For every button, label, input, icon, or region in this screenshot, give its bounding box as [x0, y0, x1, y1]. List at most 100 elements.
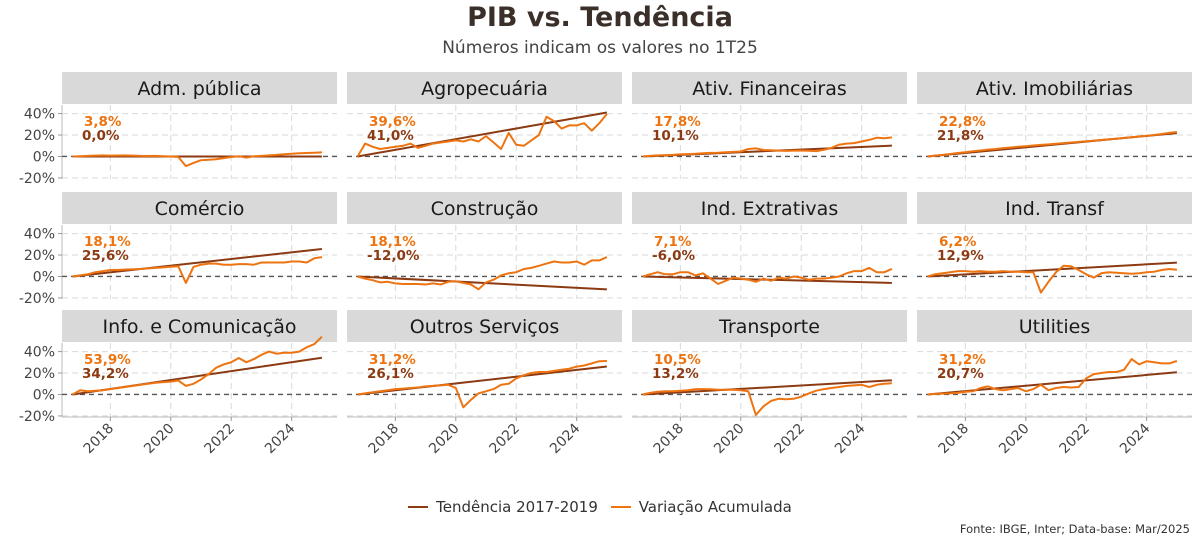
panel-constru-o: Construção 18,1%-12,0%: [347, 192, 622, 299]
y-tick-label: 0%: [33, 269, 55, 285]
trend-value-label: 0,0%: [82, 128, 120, 144]
actual-value-label: 3,8%: [84, 114, 122, 130]
source-note: Fonte: IBGE, Inter; Data-base: Mar/2025: [959, 522, 1190, 536]
actual-value-label: 53,9%: [84, 352, 131, 368]
x-tick-label: 2018: [366, 421, 403, 458]
panel-title: Ativ. Imobiliárias: [976, 78, 1133, 100]
panel-title: Ind. Extrativas: [701, 198, 838, 220]
x-tick-label: 2018: [81, 421, 118, 458]
panel-ind-extrativas: Ind. Extrativas 7,1%-6,0%: [632, 192, 907, 299]
trend-value-label: -12,0%: [367, 248, 420, 264]
panel-outros-servi-os: Outros Serviços 2018 2020 2022 2024 31,2%26,1…: [347, 310, 622, 457]
y-tick-label: 40%: [24, 345, 55, 361]
panel-strip: [347, 72, 622, 104]
panel-title: Ativ. Financeiras: [692, 78, 847, 100]
x-tick-label: 2024: [832, 420, 869, 457]
panel-strip: [347, 310, 622, 342]
actual-line: [72, 335, 323, 396]
legend-swatch-actual: [610, 505, 631, 508]
panel-ativ-imobili-rias: Ativ. Imobiliárias 22,8%21,8%: [917, 72, 1192, 179]
actual-value-label: 31,2%: [369, 352, 416, 368]
y-tick-label: 20%: [24, 248, 55, 264]
y-tick-label: 20%: [24, 366, 55, 382]
y-tick-label: 40%: [24, 107, 55, 123]
legend-item-trend: Tendência 2017-2019: [408, 498, 598, 516]
trend-line: [72, 248, 322, 278]
panel-strip: [917, 72, 1192, 104]
y-tick-label: -20%: [19, 291, 55, 307]
trend-line: [357, 111, 608, 158]
x-tick-label: 2024: [547, 420, 584, 457]
panel-title: Transporte: [718, 316, 820, 338]
y-tick-label: 40%: [24, 227, 55, 243]
actual-value-label: 6,2%: [939, 234, 977, 250]
panel-agropecu-ria: Agropecuária 39,6%41,0%: [347, 72, 622, 179]
actual-value-label: 31,2%: [939, 352, 986, 368]
x-tick-label: 2022: [772, 421, 809, 458]
actual-value-label: 18,1%: [369, 234, 416, 250]
legend: Tendência 2017-2019 Variação Acumulada: [0, 494, 1200, 516]
trend-value-label: -6,0%: [652, 248, 696, 264]
panel-strip: [917, 310, 1192, 342]
actual-line: [642, 266, 893, 285]
trend-line: [927, 261, 1177, 278]
actual-line: [72, 256, 323, 284]
actual-line: [357, 360, 607, 409]
panel-title: Ind. Transf: [1005, 198, 1105, 220]
x-tick-label: 2020: [996, 421, 1033, 458]
actual-value-label: 10,5%: [654, 352, 701, 368]
panel-adm-p-blica: Adm. pública -20% 0% 20% 40% 3,8%0,0%: [19, 72, 337, 187]
actual-line: [642, 136, 893, 158]
panel-utilities: Utilities 2018 2020 2022 2024 31,2%20,7%: [917, 310, 1192, 457]
legend-item-actual: Variação Acumulada: [610, 498, 792, 516]
panel-ind-transf: Ind. Transf 6,2%12,9%: [917, 192, 1192, 299]
actual-value-label: 18,1%: [84, 234, 131, 250]
x-tick-label: 2022: [202, 421, 239, 458]
panel-title: Adm. pública: [137, 78, 261, 100]
y-tick-label: 20%: [24, 128, 55, 144]
panel-strip: [632, 192, 907, 224]
panel-strip: [917, 192, 1192, 224]
legend-swatch-trend: [408, 505, 429, 508]
actual-line: [356, 113, 608, 158]
panel-title: Construção: [431, 198, 539, 220]
x-tick-label: 2020: [141, 421, 178, 458]
panel-strip: [632, 310, 907, 342]
trend-value-label: 26,1%: [367, 366, 414, 382]
panel-title: Info. e Comunicação: [103, 316, 297, 338]
trend-value-label: 13,2%: [652, 366, 699, 382]
x-tick-label: 2022: [487, 421, 524, 458]
panel-strip: [632, 72, 907, 104]
panel-title: Utilities: [1019, 316, 1091, 338]
panel-strip: [62, 310, 337, 342]
chart-title: PIB vs. Tendência: [467, 2, 733, 33]
panel-com-rcio: Comércio -20% 0% 20% 40% 18,1%25,6%: [19, 192, 337, 307]
trend-value-label: 12,9%: [937, 248, 984, 264]
trend-value-label: 20,7%: [937, 366, 984, 382]
panel-strip: [62, 72, 337, 104]
panel-strip: [347, 192, 622, 224]
panel-info-e-comunica-o: Info. e Comunicação -20% 0% 20% 40% 2018 2020 2…: [19, 310, 337, 457]
actual-value-label: 17,8%: [654, 114, 701, 130]
y-tick-label: -20%: [19, 171, 55, 187]
panel-title: Agropecuária: [421, 78, 548, 100]
actual-line: [927, 264, 1178, 294]
x-tick-label: 2018: [936, 421, 973, 458]
actual-value-label: 39,6%: [369, 114, 416, 130]
panel-title: Comércio: [155, 198, 245, 220]
x-tick-label: 2024: [262, 420, 299, 457]
panel-strip: [62, 192, 337, 224]
actual-line: [927, 358, 1178, 396]
x-tick-label: 2022: [1057, 421, 1094, 458]
actual-value-label: 22,8%: [939, 114, 986, 130]
x-tick-label: 2024: [1117, 420, 1154, 457]
trend-value-label: 21,8%: [937, 128, 984, 144]
trend-line: [357, 275, 607, 291]
actual-line: [357, 256, 608, 291]
panel-ativ-financeiras: Ativ. Financeiras 17,8%10,1%: [632, 72, 907, 179]
y-tick-label: 0%: [33, 387, 55, 403]
x-tick-label: 2020: [711, 421, 748, 458]
panel-transporte: Transporte 2018 2020 2022 2024 10,5%13,2%: [632, 310, 907, 457]
actual-line: [642, 382, 892, 416]
trend-line: [642, 379, 892, 396]
